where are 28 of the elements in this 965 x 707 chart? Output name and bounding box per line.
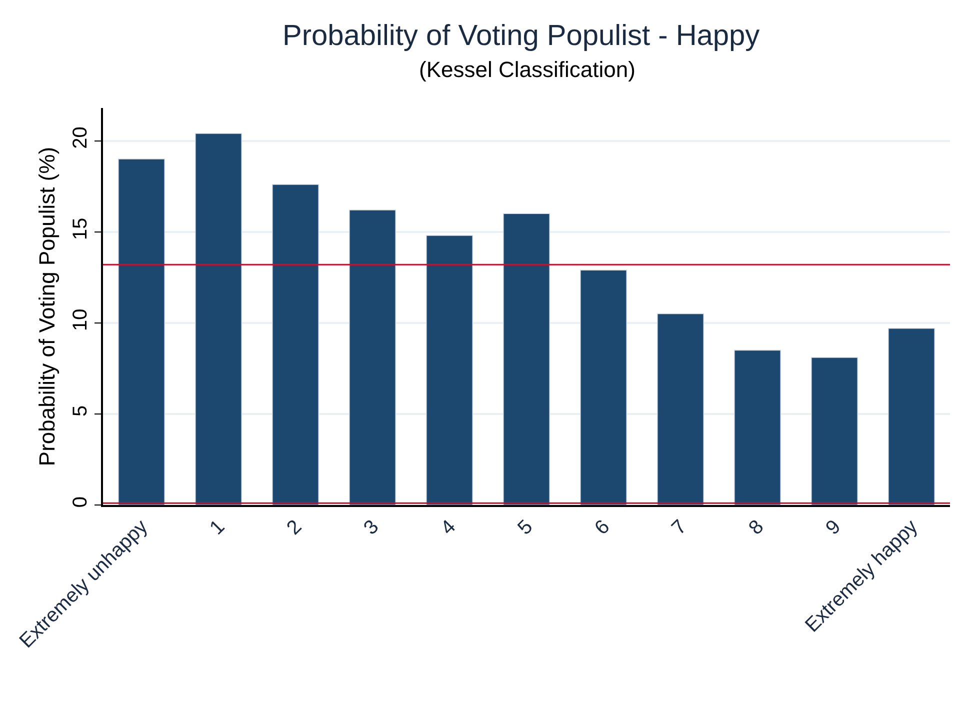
x-tick-label: 6 xyxy=(590,516,614,540)
y-tick-label: 15 xyxy=(69,218,92,240)
x-tick-label: 1 xyxy=(206,516,230,540)
bar xyxy=(272,184,319,505)
x-tick-label: 8 xyxy=(744,516,768,540)
x-tick-label: 9 xyxy=(822,516,846,540)
bar xyxy=(580,270,627,505)
bar xyxy=(349,210,396,505)
bar xyxy=(657,313,704,505)
y-axis-title: Probability of Voting Populist (%) xyxy=(34,146,60,466)
chart-title: Probability of Voting Populist - Happy xyxy=(282,20,760,52)
y-tick-label: 5 xyxy=(69,405,92,417)
chart-subtitle: (Kessel Classification) xyxy=(419,57,636,82)
bar xyxy=(426,235,473,505)
x-tick-label: 2 xyxy=(282,516,306,540)
x-tick-label: 5 xyxy=(514,516,538,540)
y-tick-label: 0 xyxy=(69,496,92,508)
bar xyxy=(118,158,165,505)
x-tick-label: 7 xyxy=(668,516,692,540)
bar xyxy=(734,350,781,505)
bar xyxy=(195,133,242,505)
y-tick-label: 20 xyxy=(69,126,92,149)
bar xyxy=(503,213,550,505)
bar xyxy=(888,328,935,505)
x-tick-label: 3 xyxy=(360,516,384,540)
bar xyxy=(811,357,858,505)
y-tick-label: 10 xyxy=(69,308,92,332)
x-tick-label: 4 xyxy=(436,516,460,540)
